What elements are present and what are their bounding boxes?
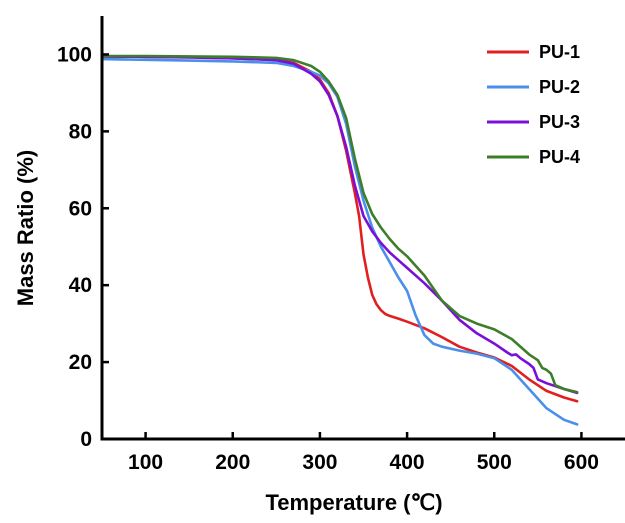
legend: PU-1 PU-2 PU-3 PU-4 <box>487 42 580 167</box>
y-tick-label-80: 80 <box>69 120 92 143</box>
axes <box>100 16 625 441</box>
y-tick-label-0: 0 <box>80 428 92 451</box>
x-tick-label-400: 400 <box>390 451 425 474</box>
x-tick-label-600: 600 <box>564 451 599 474</box>
series-line-pu-1 <box>100 55 579 403</box>
tick-marks-and-labels: 100 200 300 400 500 600 0 20 40 60 80 100 <box>57 43 599 474</box>
series-line-pu-4 <box>100 54 579 394</box>
y-tick-label-40: 40 <box>69 274 92 297</box>
y-axis-title: Mass Ratio (%) <box>13 150 38 306</box>
x-tick-label-500: 500 <box>477 451 512 474</box>
y-tick-label-60: 60 <box>69 197 92 220</box>
x-tick-label-300: 300 <box>302 451 337 474</box>
y-tick-label-100: 100 <box>57 43 92 66</box>
series-line-pu-3 <box>100 55 579 395</box>
legend-label-pu-1: PU-1 <box>539 42 580 62</box>
legend-label-pu-3: PU-3 <box>539 112 580 132</box>
y-tick-label-20: 20 <box>69 351 92 374</box>
legend-label-pu-4: PU-4 <box>539 147 580 167</box>
series-lines <box>100 54 579 426</box>
legend-label-pu-2: PU-2 <box>539 77 580 97</box>
x-tick-label-200: 200 <box>215 451 250 474</box>
x-axis-title: Temperature (℃) <box>265 490 442 515</box>
series-line-pu-2 <box>100 57 579 426</box>
x-tick-label-100: 100 <box>128 451 163 474</box>
